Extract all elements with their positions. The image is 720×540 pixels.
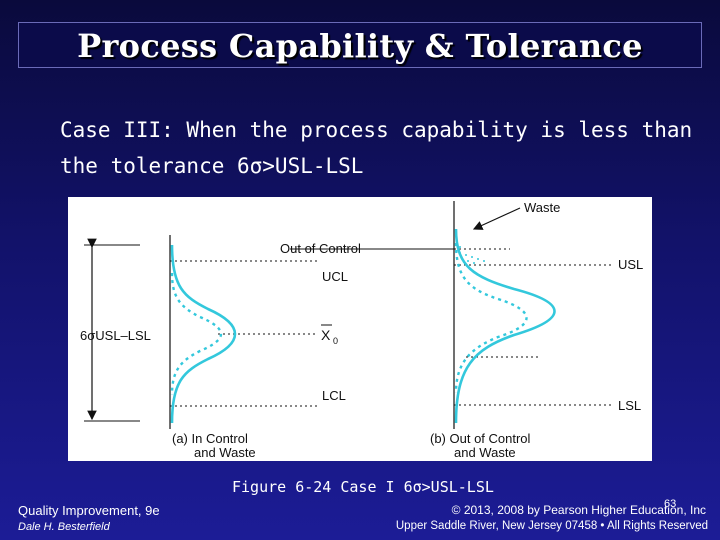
author-name: Dale H. Besterfield [18,521,110,533]
book-title: Quality Improvement, 9e [18,503,160,518]
lcl-label: LCL [322,388,346,403]
figure-caption: Figure 6-24 Case I 6σ>USL-LSL [232,478,494,496]
waste-shading [459,246,485,264]
waste-arrow [472,207,521,230]
lsl-label: LSL [618,398,641,413]
dimension-label: 6σUSL–LSL [80,328,151,343]
panel-b-caption-line2: and Waste [454,445,516,460]
panel-a-inner-curve [170,272,222,396]
publisher-address: Upper Saddle River, New Jersey 07458 • A… [395,520,708,532]
panel-a-caption-line2: and Waste [194,445,256,460]
xbar-subscript: 0 [333,336,338,346]
slide-title: Process Capability & Tolerance [77,27,643,65]
panel-b-outer-curve [454,228,556,424]
body-line-2: the tolerance 6σ>USL-LSL [60,154,364,178]
slide-body: Case III: When the process capability is… [60,112,700,184]
capability-diagram: 6σUSL–LSL Out of Control UCL X 0 LCL [80,200,643,460]
page-number: 63 [664,498,677,510]
body-line-1: Case III: When the process capability is… [60,118,693,142]
xbar-label: X [321,327,331,343]
panel-b-inner-curve [454,242,528,394]
title-box: Process Capability & Tolerance [18,22,702,68]
waste-label: Waste [524,200,560,215]
usl-label: USL [618,257,643,272]
copyright-text: © 2013, 2008 by Pearson Higher Education… [451,503,706,517]
panel-a-caption-line1: (a) In Control [172,431,248,446]
panel-a-outer-curve [170,244,237,424]
ucl-label: UCL [322,269,348,284]
panel-b-caption-line1: (b) Out of Control [430,431,531,446]
figure-image: 6σUSL–LSL Out of Control UCL X 0 LCL [68,197,652,461]
